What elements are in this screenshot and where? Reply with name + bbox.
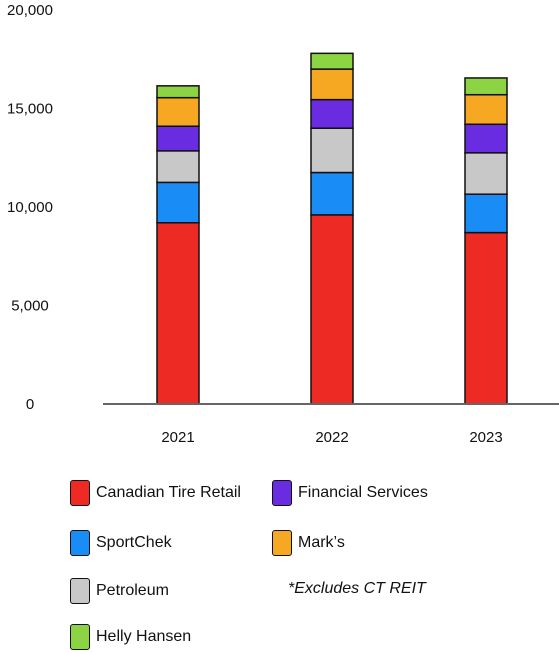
bar-segment-sportchek-2021 xyxy=(157,182,199,222)
bar-segment-sportchek-2023 xyxy=(465,194,507,232)
bar-segment-marks-2021 xyxy=(157,98,199,127)
bar-segment-helly-hansen-2021 xyxy=(157,86,199,98)
y-tick-label: 5,000 xyxy=(11,298,49,315)
bar-segment-sportchek-2022 xyxy=(311,173,353,215)
y-axis-tick-labels: 0 5,000 10,000 15,000 20,000 xyxy=(7,2,53,413)
x-tick-label-2023: 2023 xyxy=(469,429,502,446)
bar-segment-helly-hansen-2022 xyxy=(311,53,353,69)
x-tick-label-2022: 2022 xyxy=(315,429,348,446)
y-tick-label: 0 xyxy=(26,396,34,413)
y-tick-label: 15,000 xyxy=(7,101,53,118)
chart-bars xyxy=(157,53,507,404)
bar-segment-financial-services-2021 xyxy=(157,126,199,151)
bar-segment-petroleum-2023 xyxy=(465,153,507,194)
bar-segment-canadian-tire-retail-2021 xyxy=(157,223,199,404)
bar-segment-petroleum-2022 xyxy=(311,128,353,172)
x-tick-label-2021: 2021 xyxy=(161,429,194,446)
bar-segment-financial-services-2023 xyxy=(465,124,507,153)
bar-segment-marks-2022 xyxy=(311,69,353,100)
y-tick-label: 20,000 xyxy=(7,2,53,19)
bar-segment-canadian-tire-retail-2023 xyxy=(465,233,507,404)
y-tick-label: 10,000 xyxy=(7,199,53,216)
bar-segment-petroleum-2021 xyxy=(157,151,199,183)
bar-segment-helly-hansen-2023 xyxy=(465,78,507,95)
bar-segment-canadian-tire-retail-2022 xyxy=(311,215,353,404)
bar-segment-marks-2023 xyxy=(465,95,507,125)
x-axis-tick-labels: 2021 2022 2023 xyxy=(161,429,502,446)
bar-segment-financial-services-2022 xyxy=(311,100,353,129)
